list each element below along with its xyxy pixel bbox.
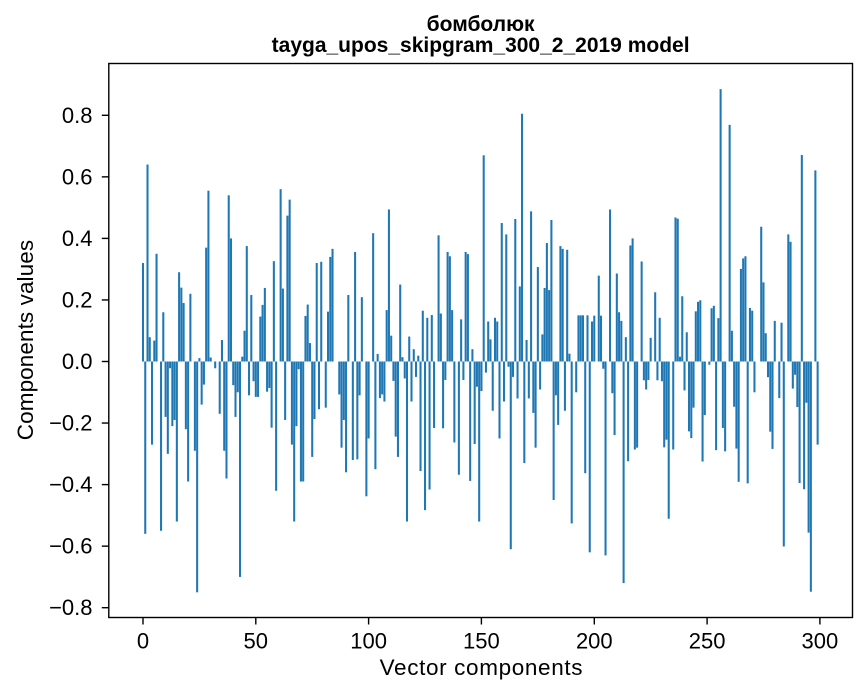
svg-text:−0.4: −0.4 (49, 472, 92, 497)
svg-text:бомболюк: бомболюк (427, 13, 535, 36)
svg-text:−0.2: −0.2 (49, 411, 92, 436)
svg-text:0.0: 0.0 (62, 349, 93, 374)
svg-text:−0.6: −0.6 (49, 534, 92, 559)
svg-text:300: 300 (802, 629, 839, 654)
svg-text:0.6: 0.6 (62, 164, 93, 189)
svg-text:100: 100 (350, 629, 387, 654)
svg-text:0: 0 (137, 629, 149, 654)
svg-text:Components values: Components values (13, 240, 38, 440)
svg-text:Vector components: Vector components (380, 655, 584, 680)
svg-text:0.2: 0.2 (62, 287, 93, 312)
svg-text:0.8: 0.8 (62, 103, 93, 128)
svg-text:250: 250 (689, 629, 726, 654)
svg-text:−0.8: −0.8 (49, 595, 92, 620)
svg-text:tayga_upos_skipgram_300_2_2019: tayga_upos_skipgram_300_2_2019 model (272, 34, 690, 57)
svg-text:200: 200 (576, 629, 613, 654)
svg-text:150: 150 (463, 629, 500, 654)
svg-text:50: 50 (244, 629, 268, 654)
svg-text:0.4: 0.4 (62, 226, 93, 251)
